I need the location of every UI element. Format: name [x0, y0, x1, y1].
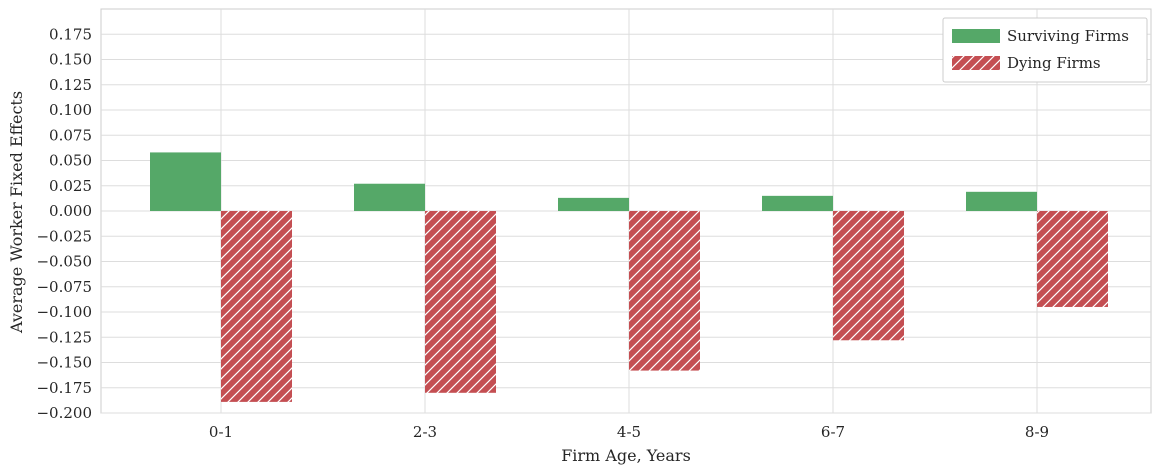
bar-dying-firms — [221, 211, 292, 402]
x-tick-label: 4-5 — [617, 423, 641, 441]
y-tick-label: 0.000 — [49, 202, 92, 220]
y-tick-label: 0.100 — [49, 101, 92, 119]
y-tick-label: −0.175 — [36, 379, 92, 397]
y-axis-label: Average Worker Fixed Effects — [7, 91, 26, 334]
legend-label: Surviving Firms — [1007, 27, 1129, 45]
x-tick-label: 8-9 — [1025, 423, 1049, 441]
legend-swatch — [952, 29, 1000, 43]
bar-dying-firms — [629, 211, 700, 371]
y-tick-label: 0.125 — [49, 76, 92, 94]
x-tick-labels: 0-1 2-3 4-5 6-7 8-9 — [209, 423, 1049, 441]
bar-surviving-firms — [354, 183, 425, 211]
y-tick-label: −0.025 — [36, 227, 92, 245]
x-axis-label: Firm Age, Years — [561, 446, 691, 465]
y-tick-label: −0.050 — [36, 253, 92, 271]
x-tick-label: 2-3 — [413, 423, 437, 441]
y-tick-label: 0.050 — [49, 152, 92, 170]
bar-dying-firms — [833, 211, 904, 341]
x-tick-label: 6-7 — [821, 423, 845, 441]
legend-label: Dying Firms — [1007, 54, 1101, 72]
bar-dying-firms — [1037, 211, 1108, 307]
bar-surviving-firms — [558, 197, 629, 211]
legend: Surviving Firms Dying Firms — [942, 17, 1148, 83]
y-tick-label: 0.150 — [49, 51, 92, 69]
bar-surviving-firms — [150, 152, 221, 211]
y-tick-label: −0.125 — [36, 328, 92, 346]
x-tick-label: 0-1 — [209, 423, 233, 441]
bars — [150, 152, 1108, 402]
y-tick-label: −0.100 — [36, 303, 92, 321]
y-tick-label: −0.075 — [36, 278, 92, 296]
y-tick-label: 0.025 — [49, 177, 92, 195]
y-tick-label: 0.075 — [49, 126, 92, 144]
legend-swatch — [952, 56, 1000, 70]
bar-surviving-firms — [762, 195, 833, 211]
y-tick-label: −0.150 — [36, 354, 92, 372]
y-tick-label: −0.200 — [36, 404, 92, 422]
y-tick-labels: 0.175 0.150 0.125 0.100 0.075 0.050 0.025 0.000… — [36, 25, 92, 422]
bar-dying-firms — [425, 211, 496, 393]
y-tick-label: 0.175 — [49, 25, 92, 43]
bar-surviving-firms — [966, 191, 1037, 211]
